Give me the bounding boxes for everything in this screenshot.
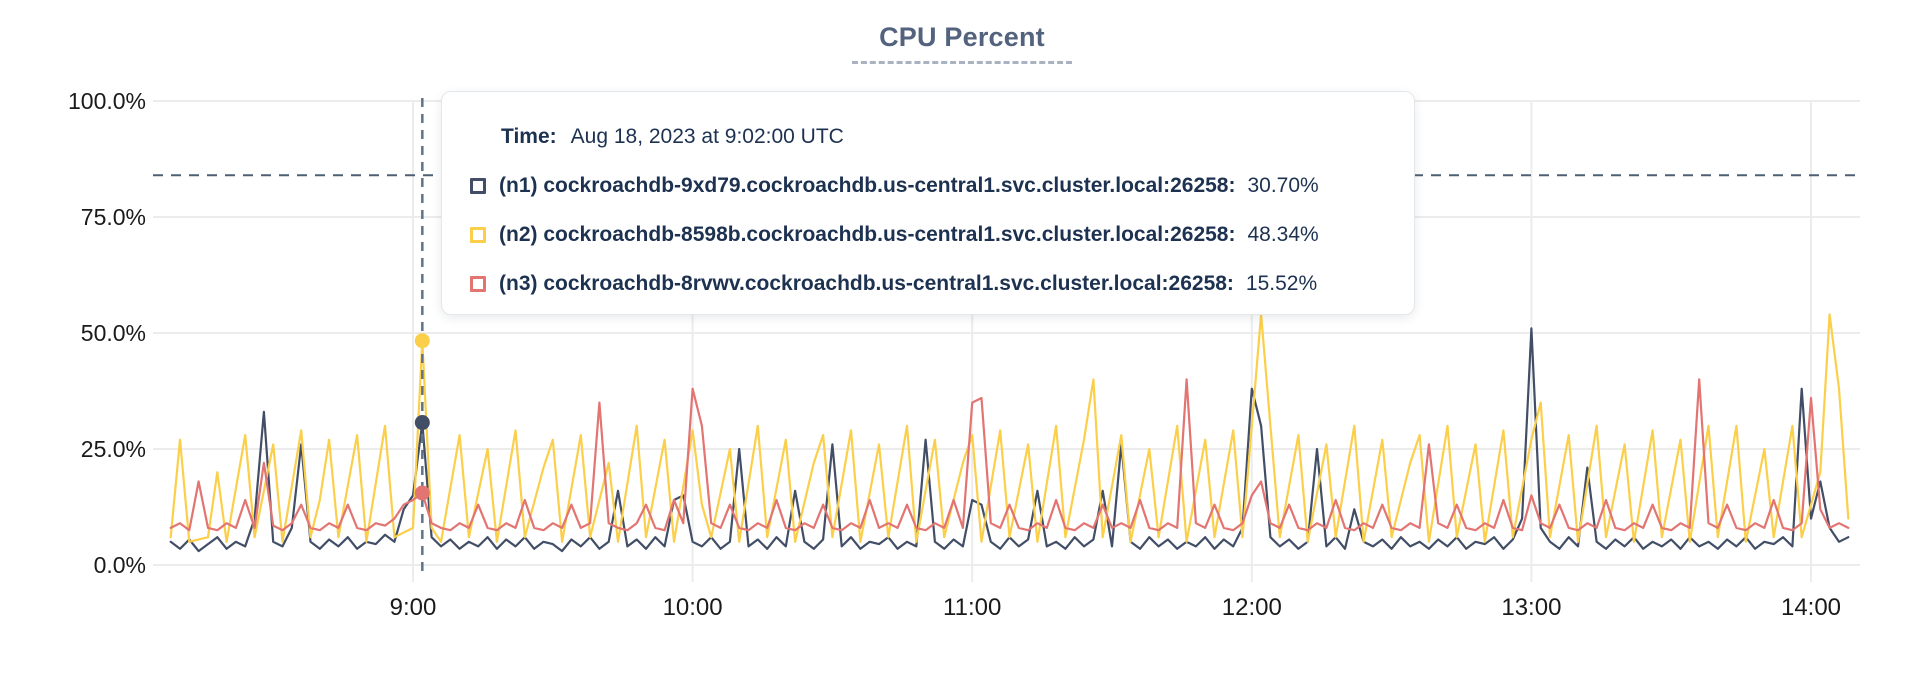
series-line-n3 [169,378,1850,532]
chart-title-underline [852,61,1072,64]
tooltip-series-name: (n2) cockroachdb-8598b.cockroachdb.us-ce… [499,223,1236,246]
y-tick-label: 75.0% [80,204,146,230]
x-tick-label: 11:00 [943,594,1002,621]
tooltip-time-row: Time: Aug 18, 2023 at 9:02:00 UTC [501,124,1414,150]
tooltip-series-value: 30.70% [1247,174,1319,197]
tooltip-series-value: 48.34% [1247,223,1319,246]
hover-point-n1 [414,415,430,431]
tooltip-series-name: (n3) cockroachdb-8rvwv.cockroachdb.us-ce… [499,272,1234,295]
tooltip-series-value: 15.52% [1245,272,1318,295]
x-tick-label: 14:00 [1780,594,1842,621]
tooltip-time-label: Time: [501,125,557,148]
tooltip-series-name: (n1) cockroachdb-9xd79.cockroachdb.us-ce… [499,174,1236,197]
chart-title: CPU Percent [879,22,1045,52]
series-line-n2 [169,313,1850,543]
x-tick-label: 13:00 [1501,594,1562,621]
x-tick-label: 12:00 [1221,594,1282,621]
tooltip-series-rows: (n1) cockroachdb-9xd79.cockroachdb.us-ce… [442,173,1414,297]
y-tick-label: 100.0% [67,88,146,114]
tooltip-series-row: (n2) cockroachdb-8598b.cockroachdb.us-ce… [470,222,1414,248]
legend-swatch-icon [470,227,486,243]
y-tick-label: 25.0% [80,436,146,462]
legend-swatch-icon [470,178,486,194]
legend-swatch-icon [470,276,486,292]
tooltip-time-value: Aug 18, 2023 at 9:02:00 UTC [570,125,844,148]
y-tick-label: 0.0% [93,552,146,578]
tooltip-series-row: (n3) cockroachdb-8rvwv.cockroachdb.us-ce… [470,271,1414,297]
x-tick-label: 9:00 [389,594,437,621]
y-tick-label: 50.0% [80,320,146,346]
hover-point-n2 [414,333,430,349]
hover-point-n3 [414,485,430,501]
hover-tooltip: Time: Aug 18, 2023 at 9:02:00 UTC (n1) c… [441,91,1415,315]
x-tick-label: 10:00 [662,594,723,621]
tooltip-series-row: (n1) cockroachdb-9xd79.cockroachdb.us-ce… [470,173,1414,199]
